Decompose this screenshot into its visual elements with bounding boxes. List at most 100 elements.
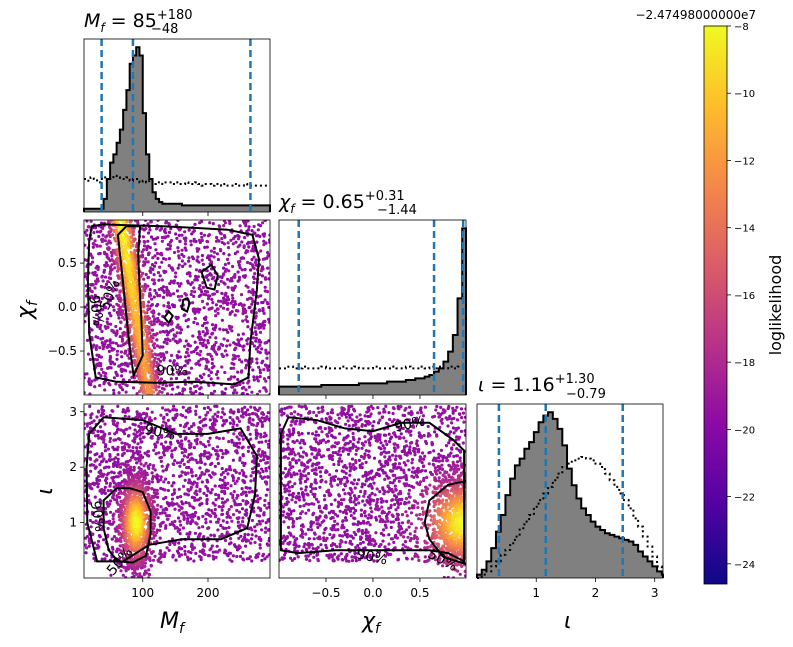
scatter-point [164,258,167,261]
scatter-point [226,521,229,524]
scatter-point [90,487,93,490]
scatter-point [243,406,246,409]
scatter-point [113,266,116,269]
scatter-point [173,448,176,451]
scatter-point [143,356,146,359]
scatter-point [221,497,224,500]
scatter-point [258,309,261,312]
scatter-point [264,298,267,301]
scatter-point [217,462,220,465]
scatter-point [216,445,219,448]
scatter-point [234,285,237,288]
scatter-point [160,442,163,445]
scatter-point [120,350,123,353]
scatter-point [222,252,225,255]
scatter-point [173,408,176,411]
scatter-point [122,408,125,411]
scatter-point [85,546,88,549]
scatter-point [229,552,232,555]
scatter-point [226,472,229,475]
tick-label-iota-x-2: 3 [651,586,659,600]
scatter-point [183,550,186,553]
scatter-point [133,249,136,252]
scatter-point [133,307,136,310]
scatter-point [144,367,147,370]
scatter-point [177,516,180,519]
scatter-point [267,443,270,446]
scatter-point [201,300,204,303]
scatter-point [175,237,178,240]
scatter-point [155,531,158,534]
scatter-point [104,276,107,279]
scatter-point [240,257,243,260]
scatter-point [186,348,189,351]
scatter-point [232,479,235,482]
scatter-point [172,474,175,477]
scatter-point [226,258,229,261]
scatter-point [126,449,129,452]
scatter-point [234,450,237,453]
scatter-point [84,275,87,278]
scatter-point [192,321,195,324]
scatter-point [259,371,262,374]
scatter-point [205,479,208,482]
scatter-point [263,232,266,235]
scatter-point [258,543,261,546]
scatter-point [217,496,220,499]
scatter-point [148,573,151,576]
scatter-point [234,503,237,506]
scatter-point [97,410,100,413]
scatter-point [152,506,155,509]
scatter-point [85,551,88,554]
scatter-point [184,355,187,358]
scatter-point [128,415,131,418]
scatter-point [112,495,115,498]
scatter-point [255,424,258,427]
scatter-point [237,245,240,248]
scatter-point [89,464,92,467]
scatter-point [160,475,163,478]
scatter-point [177,530,180,533]
scatter-point [191,520,194,523]
scatter-point [197,311,200,314]
scatter-point [149,463,152,466]
scatter-point [98,346,101,349]
scatter-point [121,248,124,251]
scatter-point [170,354,173,357]
scatter-point [116,484,119,487]
scatter-point [233,442,236,445]
scatter-point [164,496,167,499]
scatter-point [99,327,102,330]
scatter-point [183,292,186,295]
scatter-point [221,479,224,482]
scatter-point [205,499,208,502]
scatter-point [100,408,103,411]
scatter-point [138,476,141,479]
scatter-point [104,235,107,238]
scatter-point [221,319,224,322]
scatter-point [169,244,172,247]
scatter-point [117,365,120,368]
scatter-point [251,300,254,303]
scatter-point [180,553,183,556]
scatter-point [133,569,136,572]
scatter-point [103,388,106,391]
scatter-point [93,483,96,486]
scatter-point [265,357,268,360]
scatter-point [112,513,115,516]
scatter-point [153,295,156,298]
scatter-point [150,329,153,332]
scatter-point [194,459,197,462]
scatter-point [259,455,262,458]
scatter-point [148,228,151,231]
scatter-point [228,465,231,468]
scatter-point [164,468,167,471]
scatter-point [144,257,147,260]
scatter-point [176,386,179,389]
scatter-point [176,496,179,499]
scatter-point [235,509,238,512]
scatter-point [206,329,209,332]
scatter-point [182,406,185,409]
scatter-point [89,470,92,473]
scatter-point [155,304,158,307]
